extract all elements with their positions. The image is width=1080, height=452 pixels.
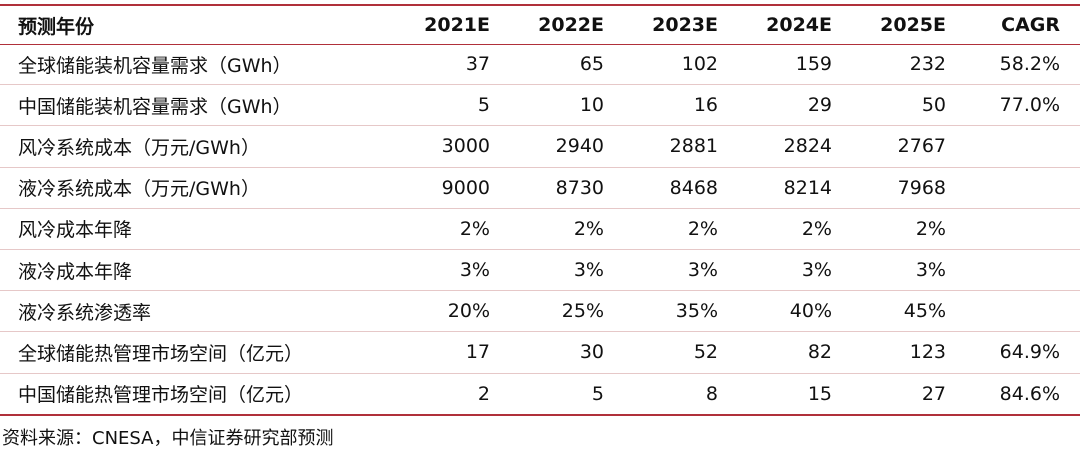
cell-value: 9000	[441, 176, 490, 199]
cell-value: 2021E	[424, 14, 490, 36]
cell-value: 2%	[573, 217, 604, 240]
cell-value: 15	[807, 382, 832, 405]
cell-value: 5	[477, 94, 490, 117]
cell-value: 30	[579, 341, 604, 364]
cell-value: 2%	[801, 217, 832, 240]
cell-value: 45%	[903, 300, 946, 323]
cell-value: 84.6%	[999, 382, 1060, 405]
cell-value: 159	[795, 53, 832, 76]
cell-value: 3%	[573, 259, 604, 282]
cell-value: 2767	[897, 135, 946, 158]
cell-value: 102	[681, 53, 718, 76]
table-row: 风冷成本年降 2% 2% 2% 2% 2%	[0, 209, 1080, 250]
row-label: 全球储能热管理市场空间（亿元）	[18, 342, 304, 365]
cell-value: 8468	[669, 176, 718, 199]
table-row: 风冷系统成本（万元/GWh） 3000 2940 2881 2824 2767	[0, 126, 1080, 168]
cell-value: 82	[807, 341, 832, 364]
cell-value: 50	[921, 94, 946, 117]
header-row: 预测年份 2021E 2022E 2023E 2024E 2025E CAGR	[0, 4, 1080, 45]
cell-value: 35%	[675, 300, 718, 323]
row-label: 中国储能热管理市场空间（亿元）	[18, 384, 304, 407]
row-label: 预测年份	[18, 15, 95, 38]
cell-value: 64.9%	[999, 341, 1060, 364]
table-row: 全球储能装机容量需求（GWh） 37 65 102 159 232 58.2%	[0, 44, 1080, 86]
cell-value: 2024E	[766, 14, 832, 36]
cell-value: 40%	[789, 300, 832, 323]
cell-value: 8730	[555, 176, 604, 199]
cell-value: 37	[465, 53, 490, 76]
row-label: 中国储能装机容量需求（GWh）	[18, 95, 292, 118]
cell-value: 3%	[687, 259, 718, 282]
cell-value: 232	[909, 53, 946, 76]
cell-value: 29	[807, 94, 832, 117]
cell-value: 3%	[459, 259, 490, 282]
cell-value: 2881	[669, 135, 718, 158]
cell-value: 8	[705, 382, 718, 405]
cell-value: 2%	[687, 217, 718, 240]
table-row: 液冷系统成本（万元/GWh） 9000 8730 8468 8214 7968	[0, 168, 1080, 209]
cell-value: 17	[465, 341, 490, 364]
cell-value: 2022E	[538, 14, 604, 36]
cell-value: 58.2%	[999, 53, 1060, 76]
cell-value: 10	[579, 94, 604, 117]
cell-value: 20%	[447, 300, 490, 323]
row-label: 液冷成本年降	[18, 260, 133, 283]
cell-value: 2%	[459, 217, 490, 240]
source-note: 资料来源：CNESA，中信证券研究部预测	[2, 428, 334, 449]
cell-value: 2023E	[652, 14, 718, 36]
cell-value: 52	[693, 341, 718, 364]
cell-value: 3000	[441, 135, 490, 158]
table-row: 液冷成本年降 3% 3% 3% 3% 3%	[0, 250, 1080, 292]
row-label: 全球储能装机容量需求（GWh）	[18, 54, 292, 77]
cell-value: CAGR	[1001, 14, 1060, 36]
cell-value: 123	[909, 341, 946, 364]
cell-value: 77.0%	[999, 94, 1060, 117]
cell-value: 3%	[801, 259, 832, 282]
table-row: 全球储能热管理市场空间（亿元） 17 30 52 82 123 64.9%	[0, 332, 1080, 374]
row-label: 液冷系统渗透率	[18, 301, 152, 324]
table-row: 液冷系统渗透率 20% 25% 35% 40% 45%	[0, 291, 1080, 333]
cell-value: 16	[693, 94, 718, 117]
cell-value: 65	[579, 53, 604, 76]
cell-value: 2025E	[880, 14, 946, 36]
cell-value: 5	[591, 382, 604, 405]
cell-value: 8214	[783, 176, 832, 199]
cell-value: 7968	[897, 176, 946, 199]
cell-value: 2824	[783, 135, 832, 158]
cell-value: 2%	[915, 217, 946, 240]
row-label: 风冷成本年降	[18, 219, 133, 242]
cell-value: 2	[477, 382, 490, 405]
table-row: 中国储能热管理市场空间（亿元） 2 5 8 15 27 84.6%	[0, 374, 1080, 416]
table: 预测年份 2021E 2022E 2023E 2024E 2025E CAGR 全球储能装机容…	[0, 4, 1080, 416]
row-label: 液冷系统成本（万元/GWh）	[18, 178, 260, 201]
cell-value: 3%	[915, 259, 946, 282]
row-label: 风冷系统成本（万元/GWh）	[18, 136, 260, 159]
cell-value: 2940	[555, 135, 604, 158]
table-row: 中国储能装机容量需求（GWh） 5 10 16 29 50 77.0%	[0, 85, 1080, 127]
cell-value: 27	[921, 382, 946, 405]
cell-value: 25%	[561, 300, 604, 323]
